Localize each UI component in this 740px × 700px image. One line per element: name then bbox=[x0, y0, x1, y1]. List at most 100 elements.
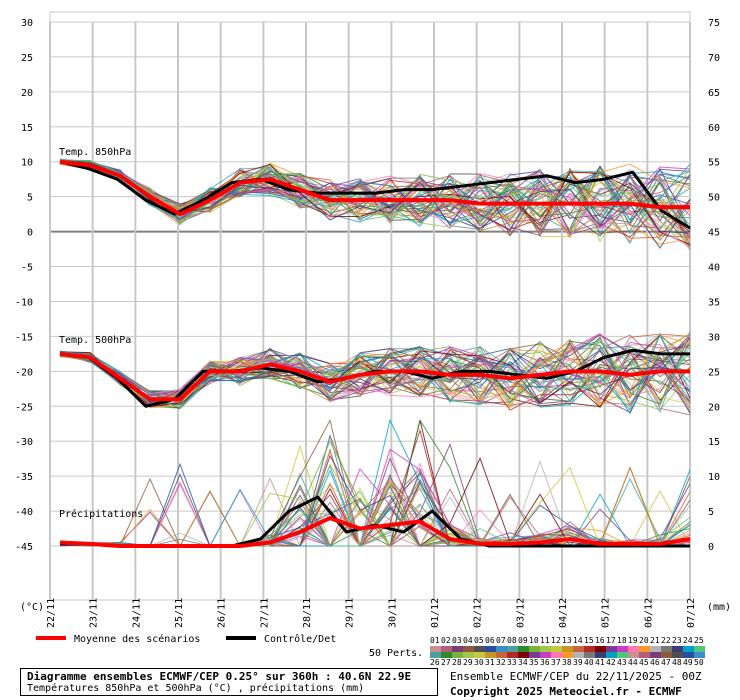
member-swatch bbox=[463, 652, 474, 658]
left-tick-label: 25 bbox=[21, 53, 33, 64]
member-swatch bbox=[573, 646, 584, 652]
left-tick-label: -20 bbox=[15, 367, 33, 378]
right-tick-label: 35 bbox=[708, 297, 720, 308]
member-swatch bbox=[617, 646, 628, 652]
x-tick-label: 29/11 bbox=[345, 598, 356, 628]
ensemble-members bbox=[59, 158, 691, 548]
member-number: 36 bbox=[540, 658, 550, 665]
left-tick-label: 15 bbox=[21, 123, 33, 134]
left-axis-ticks: 30 25 20 15 10 5 0 -5 -10 -15 -20 -25 -30 -35 -40 -45 bbox=[15, 18, 33, 553]
member-number: 06 bbox=[485, 636, 495, 645]
member-number: 32 bbox=[496, 658, 506, 665]
left-tick-label: -5 bbox=[21, 263, 33, 274]
left-tick-label: -35 bbox=[15, 472, 33, 483]
member-swatch bbox=[628, 646, 639, 652]
right-tick-label: 70 bbox=[708, 53, 720, 64]
member-swatch bbox=[562, 652, 573, 658]
right-tick-label: 60 bbox=[708, 123, 720, 134]
member-number: 50 bbox=[694, 658, 704, 665]
member-swatch bbox=[430, 652, 441, 658]
chart-grid bbox=[49, 11, 691, 601]
member-number: 09 bbox=[518, 636, 528, 645]
member-swatch bbox=[562, 646, 573, 652]
member-swatch bbox=[518, 652, 529, 658]
member-swatch bbox=[672, 646, 683, 652]
x-tick-label: 24/11 bbox=[131, 598, 142, 628]
chart-subtitle: Températures 850hPa et 500hPa (°C) , pré… bbox=[27, 683, 365, 694]
member-number: 25 bbox=[694, 636, 704, 645]
x-tick-label: 04/12 bbox=[558, 598, 569, 628]
mean-line-t500 bbox=[59, 351, 690, 402]
member-swatch bbox=[606, 646, 617, 652]
right-tick-label: 15 bbox=[708, 437, 720, 448]
member-number: 21 bbox=[650, 636, 660, 645]
member-number: 33 bbox=[507, 658, 517, 665]
right-tick-label: 75 bbox=[708, 18, 720, 29]
left-tick-label: -45 bbox=[15, 542, 33, 553]
left-tick-label: -15 bbox=[15, 332, 33, 343]
right-tick-label: 55 bbox=[708, 158, 720, 169]
member-number: 47 bbox=[661, 658, 671, 665]
mean-line-precip_mm bbox=[59, 516, 691, 548]
right-tick-label: 65 bbox=[708, 88, 720, 99]
member-swatch bbox=[474, 652, 485, 658]
member-number: 39 bbox=[573, 658, 583, 665]
left-tick-label: -10 bbox=[15, 297, 33, 308]
member-swatch bbox=[441, 652, 452, 658]
right-tick-label: 25 bbox=[708, 367, 720, 378]
left-axis-unit: (°C) bbox=[20, 602, 44, 613]
member-number: 40 bbox=[584, 658, 594, 665]
member-swatch bbox=[518, 646, 529, 652]
member-number: 15 bbox=[584, 636, 594, 645]
member-number: 48 bbox=[672, 658, 682, 665]
member-number: 43 bbox=[617, 658, 627, 665]
x-axis-ticks: 22/11 23/11 24/11 25/11 26/11 27/11 28/11 29/11… bbox=[46, 598, 697, 628]
right-tick-label: 45 bbox=[708, 228, 720, 239]
member-number: 18 bbox=[617, 636, 627, 645]
right-tick-label: 0 bbox=[708, 542, 714, 553]
member-number: 42 bbox=[606, 658, 616, 665]
member-number: 03 bbox=[452, 636, 462, 645]
member-swatch bbox=[507, 646, 518, 652]
member-swatch bbox=[584, 652, 595, 658]
member-swatches: 01 02 03 04 05 06 07 08 09 10 11 12 13 14 15 16 17 18 19 20… bbox=[430, 636, 705, 665]
member-line-precip bbox=[59, 433, 691, 547]
member-number: 22 bbox=[661, 636, 671, 645]
main-series bbox=[59, 159, 691, 548]
member-number: 29 bbox=[463, 658, 473, 665]
title-box: Diagramme ensembles ECMWF/CEP 0.25° sur … bbox=[20, 668, 438, 696]
member-swatch bbox=[595, 646, 606, 652]
right-tick-label: 5 bbox=[708, 507, 714, 518]
member-number: 01 bbox=[430, 636, 440, 645]
panel-label-precip: Précipitations bbox=[59, 508, 143, 520]
member-number: 23 bbox=[672, 636, 682, 645]
member-number: 44 bbox=[628, 658, 638, 665]
left-tick-label: 10 bbox=[21, 158, 33, 169]
member-swatch bbox=[650, 652, 661, 658]
x-tick-label: 07/12 bbox=[686, 598, 697, 628]
member-swatch bbox=[639, 646, 650, 652]
legend-control-label: Contrôle/Det bbox=[264, 633, 336, 645]
legend-mean-label: Moyenne des scénarios bbox=[74, 633, 200, 645]
member-swatch bbox=[683, 652, 694, 658]
left-tick-label: 0 bbox=[27, 228, 33, 239]
member-swatch bbox=[617, 652, 628, 658]
member-number: 12 bbox=[551, 636, 561, 645]
right-axis-unit: (mm) bbox=[707, 602, 731, 613]
member-swatch bbox=[529, 652, 540, 658]
member-swatch bbox=[661, 652, 672, 658]
member-number: 13 bbox=[562, 636, 572, 645]
x-tick-label: 27/11 bbox=[259, 598, 270, 628]
right-tick-label: 40 bbox=[708, 263, 720, 274]
member-swatch bbox=[496, 652, 507, 658]
member-swatch bbox=[507, 652, 518, 658]
member-swatch bbox=[694, 652, 705, 658]
member-number: 26 bbox=[430, 658, 440, 665]
member-swatch bbox=[551, 652, 562, 658]
member-swatch bbox=[573, 652, 584, 658]
x-tick-label: 05/12 bbox=[601, 598, 612, 628]
legend-perts-label: 50 Perts. bbox=[369, 648, 423, 659]
member-swatch bbox=[496, 646, 507, 652]
member-swatch bbox=[441, 646, 452, 652]
left-tick-label: -25 bbox=[15, 402, 33, 413]
